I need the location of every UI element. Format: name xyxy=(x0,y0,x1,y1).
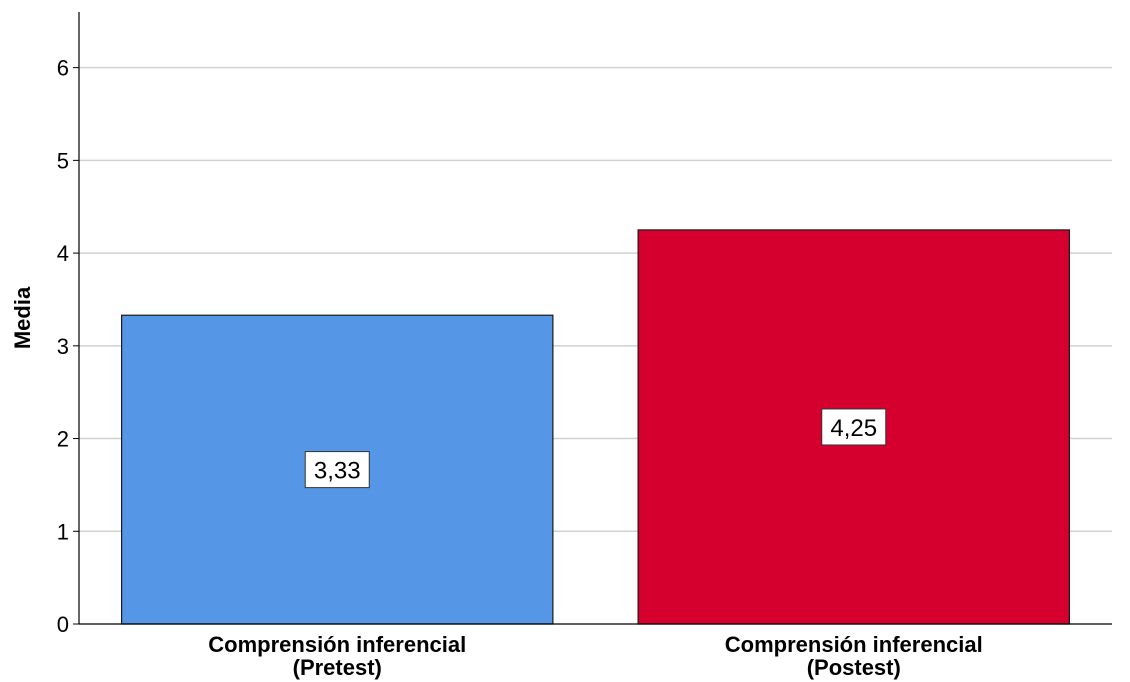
x-category-label-2-line-2: (Postest) xyxy=(807,655,901,680)
x-category-label-2-line-1: Comprensión inferencial xyxy=(725,632,983,657)
y-tick-label-5: 5 xyxy=(57,148,69,173)
y-tick-label-4: 4 xyxy=(57,241,69,266)
x-category-label-1-line-2: (Pretest) xyxy=(293,655,382,680)
bar-value-label-box-2 xyxy=(821,408,887,446)
data-labels: 3,33 4,25 xyxy=(304,408,887,489)
y-tick-label-1: 1 xyxy=(57,519,69,544)
y-axis-title: Media xyxy=(10,286,35,349)
bar-value-label-box-1 xyxy=(304,451,370,489)
bar-value-label-2: 4,25 xyxy=(830,415,877,442)
x-category-label-1-line-1: Comprensión inferencial xyxy=(208,632,466,657)
y-tick-label-3: 3 xyxy=(57,334,69,359)
y-tick-label-2: 2 xyxy=(57,427,69,452)
bars xyxy=(121,229,1070,625)
bar-value-label-1: 3,33 xyxy=(314,458,361,485)
y-tick-label-6: 6 xyxy=(57,56,69,81)
y-tick-label-0: 0 xyxy=(57,612,69,637)
